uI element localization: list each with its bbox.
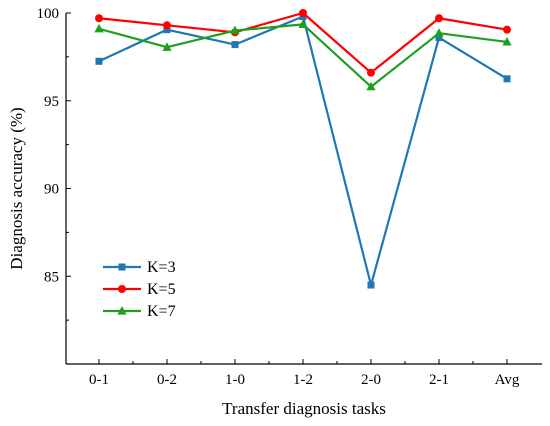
legend-label: K=7 [147, 303, 176, 320]
legend-item: K=5 [103, 281, 176, 298]
x-tick-label: 2-0 [361, 372, 381, 388]
data-point [162, 42, 172, 51]
x-tick-label: 0-1 [89, 372, 109, 388]
data-point [366, 81, 376, 91]
data-point [95, 14, 103, 23]
data-point [434, 28, 444, 37]
legend-label: K=5 [147, 281, 176, 298]
legend-marker [118, 285, 126, 293]
x-tick-label: 1-0 [225, 372, 245, 388]
x-tick-label: 1-2 [293, 372, 313, 388]
legend-marker [118, 263, 126, 271]
data-point [502, 36, 512, 46]
data-point [230, 25, 240, 35]
data-point [367, 281, 375, 289]
series-k-7 [94, 19, 512, 91]
x-tick-label: 2-1 [429, 372, 449, 388]
legend-marker [117, 306, 127, 315]
x-axis-ticks: 0-1 0-2 1-0 1-2 2-0 2-1 Avg [89, 359, 520, 388]
y-tick-label: 90 [44, 182, 59, 198]
legend-item: K=7 [103, 303, 176, 320]
data-point [163, 21, 171, 30]
data-point [503, 25, 511, 34]
y-tick-label: 85 [44, 269, 59, 285]
data-point [298, 19, 308, 29]
data-point [435, 34, 443, 42]
data-point [95, 57, 103, 65]
series-k-3 [95, 13, 511, 289]
y-tick-label: 95 [44, 94, 59, 110]
data-point [94, 23, 104, 33]
y-axis-ticks: 85 90 95 100 [37, 6, 71, 365]
data-point [163, 26, 171, 34]
x-tick-label: Avg [495, 372, 520, 388]
data-point [367, 68, 375, 77]
series-layer [94, 9, 512, 289]
legend-item: K=3 [103, 259, 176, 276]
x-tick-label: 0-2 [157, 372, 177, 388]
data-point [503, 75, 511, 83]
data-point [435, 14, 443, 23]
legend-label: K=3 [147, 259, 176, 276]
data-point [299, 9, 307, 17]
legend: K=3 K=5 K=7 [103, 259, 176, 320]
y-axis-title: Diagnosis accuracy (%) [7, 107, 26, 269]
data-point [231, 41, 239, 49]
series-line [98, 15, 508, 287]
y-tick-label: 100 [37, 6, 60, 22]
x-axis-title: Transfer diagnosis tasks [222, 399, 386, 418]
